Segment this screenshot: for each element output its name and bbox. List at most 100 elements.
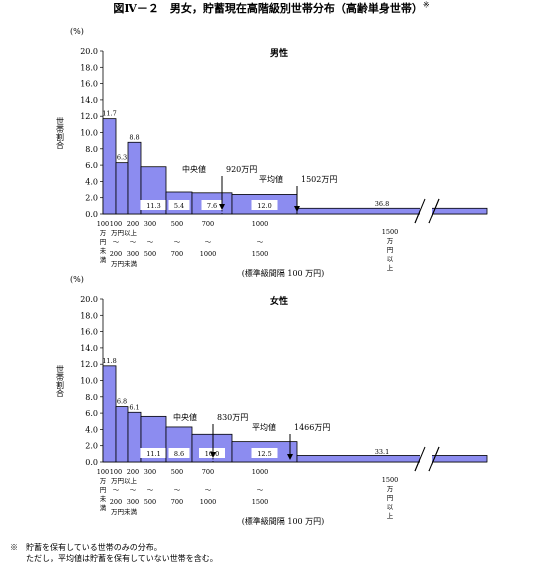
x-label: 700 [171, 498, 183, 506]
x-label: 700 [202, 220, 214, 228]
x-label-tilde: ～ [113, 486, 120, 494]
bar-label: 11.8 [102, 357, 116, 365]
y-axis-label: 世帯割合 [56, 364, 65, 398]
x-label: 1000 [200, 498, 217, 506]
x-label: 300 [127, 498, 139, 506]
bar-label: 11.7 [102, 110, 116, 118]
x-label: 万円未満 [111, 259, 138, 268]
bar-label: 33.1 [375, 448, 389, 456]
x-label-tilde: ～ [147, 486, 154, 494]
y-tick-label: 20.0 [80, 295, 98, 304]
x-label-tilde: ～ [205, 238, 212, 246]
y-tick-label: 2.0 [85, 194, 98, 203]
x-label: 100 [110, 468, 122, 476]
bar-label-bg [168, 200, 190, 210]
y-tick-label: 8.0 [85, 393, 98, 402]
y-tick-label: 4.0 [85, 177, 98, 186]
mean-arrowhead [287, 454, 293, 460]
bar-label: 8.6 [174, 450, 184, 458]
axis-break [414, 198, 426, 224]
x-axis-label: (標準級間隔 100 万円) [242, 268, 325, 278]
x-label: 300 [144, 468, 156, 476]
mean-value: 1466万円 [294, 423, 330, 432]
y-tick-label: 14.0 [80, 344, 98, 353]
female-chart: 女性 (%) 世帯割合 0.0 2.0 4.0 6.0 8.0 10.0 12.0 14.0 16.0… [56, 275, 488, 526]
mean-label: 平均値 [259, 174, 283, 184]
note-line-2: ただし，平均値は貯蓄を保有していない世帯を含む。 [26, 553, 218, 564]
x-label-first: 満 [100, 256, 107, 264]
x-label-first: 未 [100, 246, 107, 255]
y-tick-label: 16.0 [80, 80, 98, 89]
y-tick-label: 18.0 [80, 311, 98, 320]
y-tick-label: 4.0 [85, 425, 98, 434]
y-tick-label: 18.0 [80, 63, 98, 72]
x-label-last: 円 [387, 246, 394, 254]
y-tick-label: 2.0 [85, 442, 98, 451]
y-tick-label: 0.0 [85, 458, 98, 467]
x-label-last: 以 [387, 255, 394, 263]
x-label: 1000 [200, 250, 217, 258]
x-label-last: 万 [387, 237, 394, 245]
x-label: 1500 [252, 250, 269, 258]
x-label-last: 円 [387, 494, 394, 502]
bar-label-bg [201, 200, 223, 210]
x-label-first: 万 [100, 477, 107, 485]
bar [296, 455, 488, 463]
y-tick-label: 14.0 [80, 96, 98, 105]
axis-break-gap [420, 446, 432, 470]
axis-break [414, 446, 426, 472]
mean-label: 平均値 [252, 422, 276, 432]
x-label: 万円以上 [111, 476, 138, 485]
x-label: 700 [202, 468, 214, 476]
bar [102, 118, 117, 215]
x-label-last: 万 [387, 485, 394, 493]
bar-label-bg [140, 200, 167, 210]
bar [127, 141, 142, 215]
bar-label: 12.5 [257, 450, 271, 458]
x-label-tilde: ～ [174, 238, 181, 246]
y-axis-label: 世帯割合 [56, 116, 65, 150]
x-label: 300 [127, 250, 139, 258]
bar-label-bg [140, 448, 167, 458]
x-label: 200 [127, 220, 139, 228]
x-label-tilde: ～ [257, 486, 264, 494]
x-label-first: 満 [100, 504, 107, 512]
mean-value: 1502万円 [301, 175, 337, 184]
male-chart: 男性 (%) 世帯割合 0.0 2.0 4.0 6.0 8.0 10.0 12.0 14.0 16.0… [56, 27, 488, 278]
bar-label: 5.4 [174, 202, 184, 210]
y-tick-label: 10.0 [80, 129, 98, 138]
y-unit: (%) [70, 27, 84, 36]
x-label-last: 以 [387, 503, 394, 511]
bar-label: 7.6 [207, 202, 217, 210]
x-label-first: 万 [100, 229, 107, 237]
x-label: 700 [171, 250, 183, 258]
axis-break [428, 446, 440, 472]
x-label-tilde: ～ [174, 486, 181, 494]
median-arrowhead [210, 452, 216, 458]
x-label: 1000 [252, 220, 269, 228]
x-label-first: 円 [100, 238, 107, 246]
bar-label: 6.3 [117, 154, 127, 162]
median-label: 中央値 [182, 164, 206, 174]
x-label-first: 円 [100, 486, 107, 494]
bar-label-bg [168, 448, 190, 458]
x-label: 300 [144, 220, 156, 228]
note-text-1: 貯蓄を保有している世帯のみの分布。 [26, 543, 162, 552]
x-label-last: 上 [387, 511, 394, 520]
bar-label: 6.8 [117, 398, 127, 406]
bar-label: 12.0 [257, 202, 271, 210]
bar-label: 36.8 [375, 200, 389, 208]
axis-break-gap [420, 198, 432, 222]
y-tick-label: 12.0 [80, 360, 98, 369]
median-label: 中央値 [173, 412, 197, 422]
median-value: 920万円 [226, 165, 257, 174]
x-label: 200 [110, 250, 122, 258]
x-label-first: 100 [97, 220, 109, 228]
bar-label-bg [251, 200, 278, 210]
y-tick-label: 16.0 [80, 328, 98, 337]
x-label: 万円未満 [111, 507, 138, 516]
bar [102, 365, 117, 463]
chart-title: 男性 [270, 47, 288, 59]
x-label: 500 [171, 468, 183, 476]
bar-label-bg [251, 448, 278, 458]
